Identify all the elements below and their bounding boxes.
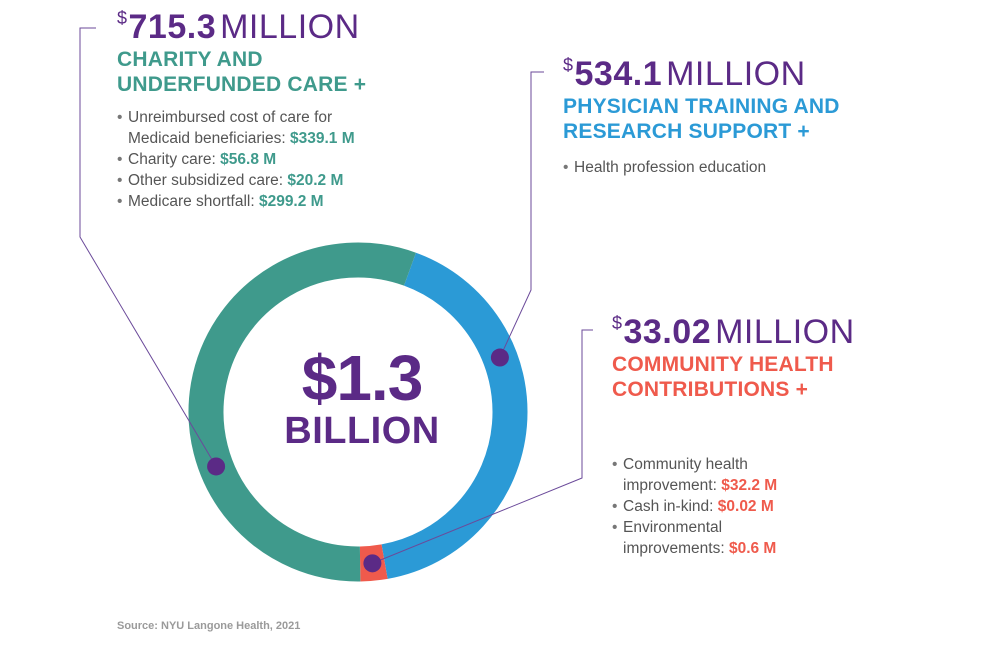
community-category: COMMUNITY HEALTH CONTRIBUTIONS + xyxy=(612,352,942,402)
item-value: $0.02 M xyxy=(717,498,774,515)
charity-amount: $715.3 MILLION xyxy=(117,8,437,47)
list-item: Medicare shortfall: $299.2 M xyxy=(117,191,437,212)
item-text: Health profession education xyxy=(574,159,767,176)
list-item: Charity care: $56.8 M xyxy=(117,149,437,170)
community-items: Community health improvement: $32.2 M Cas… xyxy=(612,454,942,559)
list-item: Other subsidized care: $20.2 M xyxy=(117,170,437,191)
dollar-sign: $ xyxy=(563,55,574,75)
item-text: Other subsidized care: xyxy=(128,172,288,189)
community-amount: $33.02 MILLION xyxy=(612,313,942,352)
item-value: $56.8 M xyxy=(220,151,277,168)
physician-category-line: RESEARCH SUPPORT + xyxy=(563,120,810,143)
item-text: Charity care: xyxy=(128,151,221,168)
physician-category-line: PHYSICIAN TRAINING AND xyxy=(563,95,840,118)
total-unit: BILLION xyxy=(284,410,440,452)
dollar-sign: $ xyxy=(117,8,128,28)
item-text: Medicaid beneficiaries: xyxy=(128,130,290,147)
physician-dot xyxy=(490,348,509,367)
connector-lines xyxy=(79,27,593,573)
community-dot xyxy=(363,554,382,573)
community-block: $33.02 MILLION COMMUNITY HEALTH CONTRIBUT… xyxy=(612,313,942,559)
source-note: Source: NYU Langone Health, 2021 xyxy=(117,620,301,632)
list-item: Community health improvement: $32.2 M xyxy=(612,454,942,496)
item-text: improvements: xyxy=(623,540,729,557)
list-item: Unreimbursed cost of care for Medicaid be… xyxy=(117,107,437,149)
charity-items: Unreimbursed cost of care for Medicaid be… xyxy=(117,107,437,212)
charity-category-line: CHARITY AND xyxy=(117,48,263,71)
community-amount-unit: MILLION xyxy=(715,313,855,351)
list-item: Health profession education xyxy=(563,157,963,178)
charity-amount-unit: MILLION xyxy=(220,8,360,46)
item-value: $0.6 M xyxy=(728,540,777,557)
community-connector xyxy=(372,329,593,564)
charity-block: $715.3 MILLION CHARITY AND UNDERFUNDED CA… xyxy=(117,8,437,212)
list-item: Cash in-kind: $0.02 M xyxy=(612,496,942,517)
item-text: Cash in-kind: xyxy=(623,498,718,515)
item-text: Medicare shortfall: xyxy=(128,193,259,210)
item-text: improvement: xyxy=(623,477,722,494)
physician-category: PHYSICIAN TRAINING AND RESEARCH SUPPORT … xyxy=(563,94,963,144)
item-text: Unreimbursed cost of care for xyxy=(128,109,333,126)
charity-connector xyxy=(79,27,217,467)
total-label: $1.3 BILLION xyxy=(262,345,462,451)
item-value: $299.2 M xyxy=(258,193,324,210)
community-category-line: COMMUNITY HEALTH xyxy=(612,353,834,376)
dollar-sign: $ xyxy=(612,313,623,333)
charity-amount-number: 715.3 xyxy=(128,8,217,46)
physician-block: $534.1 MILLION PHYSICIAN TRAINING AND RES… xyxy=(563,55,963,178)
charity-category-line: UNDERFUNDED CARE + xyxy=(117,73,367,96)
charity-category: CHARITY AND UNDERFUNDED CARE + xyxy=(117,47,437,97)
total-amount: $1.3 xyxy=(301,342,424,414)
physician-amount: $534.1 MILLION xyxy=(563,55,963,94)
charity-segment xyxy=(188,242,416,582)
item-value: $20.2 M xyxy=(287,172,344,189)
item-value: $32.2 M xyxy=(721,477,778,494)
item-text: Environmental xyxy=(623,519,723,536)
physician-items: Health profession education xyxy=(563,157,963,178)
charity-dot xyxy=(207,457,226,476)
list-item: Environmental improvements: $0.6 M xyxy=(612,517,942,559)
physician-connector xyxy=(499,71,544,358)
community-category-line: CONTRIBUTIONS + xyxy=(612,378,809,401)
community-amount-number: 33.02 xyxy=(623,313,712,351)
physician-amount-unit: MILLION xyxy=(666,55,806,93)
item-text: Community health xyxy=(623,456,748,473)
physician-amount-number: 534.1 xyxy=(574,55,663,93)
physician-segment xyxy=(381,252,528,579)
item-value: $339.1 M xyxy=(289,130,355,147)
